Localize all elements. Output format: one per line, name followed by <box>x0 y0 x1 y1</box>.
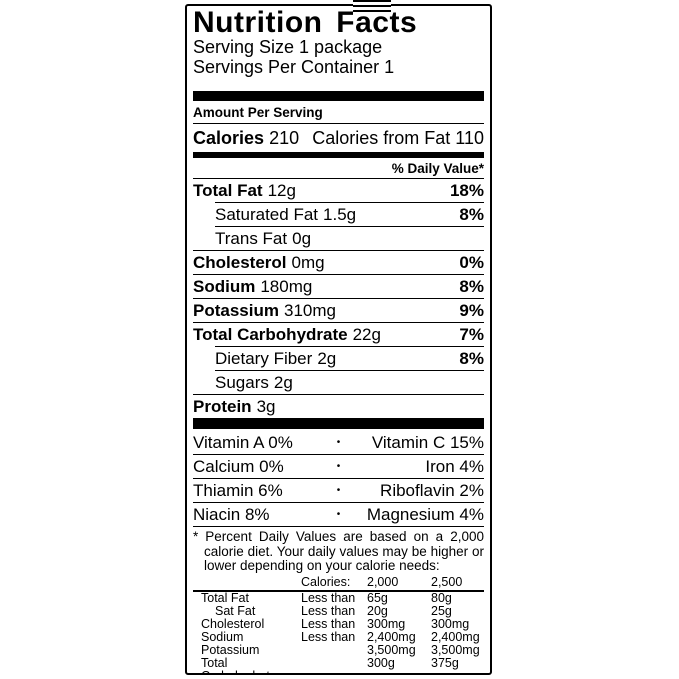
nutrient-row-cholesterol: Cholesterol 0mg 0% <box>193 253 484 272</box>
table-row-total-carbohydrate: Total Carbohydrate 300g 375g <box>201 655 459 673</box>
table-header-divider <box>193 589 484 592</box>
table-row-sodium: Sodium Less than 2,400mg 2,400mg <box>201 629 480 644</box>
daily-value-header: % Daily Value* <box>391 161 484 176</box>
nutrition-facts-label: Nutrition Facts Serving Size 1 package S… <box>185 4 492 675</box>
nutrient-row-dietary-fiber: Dietary Fiber 2g 8% <box>215 349 484 368</box>
divider-hairline <box>193 178 484 179</box>
divider-hairline <box>215 370 484 371</box>
nutrient-row-sugars: Sugars 2g <box>215 373 293 392</box>
daily-value-footnote: * Percent Daily Values are based on a 2,… <box>193 529 484 573</box>
vitamin-row-thiamin-riboflavin: Thiamin 6% • Riboflavin 2% <box>193 479 484 503</box>
divider-hairline <box>193 274 484 275</box>
nutrient-row-total-carbohydrate: Total Carbohydrate 22g 7% <box>193 325 484 344</box>
amount-per-serving-heading: Amount Per Serving <box>193 101 484 124</box>
nutrient-row-protein: Protein 3g <box>193 397 276 416</box>
divider-hairline <box>193 250 484 251</box>
divider-hairline <box>215 346 484 347</box>
nutrient-row-total-fat: Total Fat 12g 18% <box>193 181 484 200</box>
table-row-potassium: Potassium 3,500mg 3,500mg <box>201 642 480 657</box>
divider-bar-thick <box>193 91 484 101</box>
divider-hairline <box>215 226 484 227</box>
divider-bar-thick <box>193 418 484 429</box>
serving-size-text: Serving Size 1 package <box>193 37 383 57</box>
calories-from-fat: Calories from Fat 110 <box>312 128 484 148</box>
vitamin-row-a-c: Vitamin A 0% • Vitamin C 15% <box>193 431 484 455</box>
bullet-separator: • <box>336 437 341 448</box>
table-row-cholesterol: Cholesterol Less than 300mg 300mg <box>201 616 470 631</box>
table-row-total-fat: Total Fat Less than 65g 80g <box>201 590 452 605</box>
calories-value: Calories 210 <box>193 128 299 149</box>
nutrient-row-saturated-fat: Saturated Fat 1.5g 8% <box>215 205 484 224</box>
divider-hairline <box>193 298 484 299</box>
calories-label: Calories <box>193 128 265 148</box>
divider-hairline <box>215 202 484 203</box>
bullet-separator: • <box>336 461 341 472</box>
vitamin-row-calcium-iron: Calcium 0% • Iron 4% <box>193 455 484 479</box>
image-glitch-stripes <box>353 0 391 15</box>
daily-value-table-body: Total Fat Less than 65g 80g Sat Fat Less… <box>201 590 484 673</box>
divider-hairline <box>193 322 484 323</box>
label-title: Nutrition Facts <box>193 6 418 39</box>
calories-row: Calories 210 Calories from Fat 110 <box>193 124 484 152</box>
nutrient-row-trans-fat: Trans Fat 0g <box>215 229 312 248</box>
servings-per-container-text: Servings Per Container 1 <box>193 57 395 77</box>
table-header-row: Calories: 2,000 2,500 <box>301 574 463 589</box>
table-row-sat-fat: Sat Fat Less than 20g 25g <box>215 603 452 618</box>
calories-number: 210 <box>269 128 300 148</box>
divider-bar-medium <box>193 152 484 158</box>
serving-info: Serving Size 1 package Servings Per Cont… <box>193 37 484 77</box>
vitamin-row-niacin-magnesium: Niacin 8% • Magnesium 4% <box>193 503 484 527</box>
nutrient-row-sodium: Sodium 180mg 8% <box>193 277 484 296</box>
bullet-separator: • <box>336 485 341 496</box>
divider-hairline <box>193 394 484 395</box>
bullet-separator: • <box>336 509 341 520</box>
nutrient-row-potassium: Potassium 310mg 9% <box>193 301 484 320</box>
vitamins-section: Vitamin A 0% • Vitamin C 15% Calcium 0% • Ir… <box>193 431 484 527</box>
daily-value-table: Calories: 2,000 2,500 <box>201 574 484 589</box>
